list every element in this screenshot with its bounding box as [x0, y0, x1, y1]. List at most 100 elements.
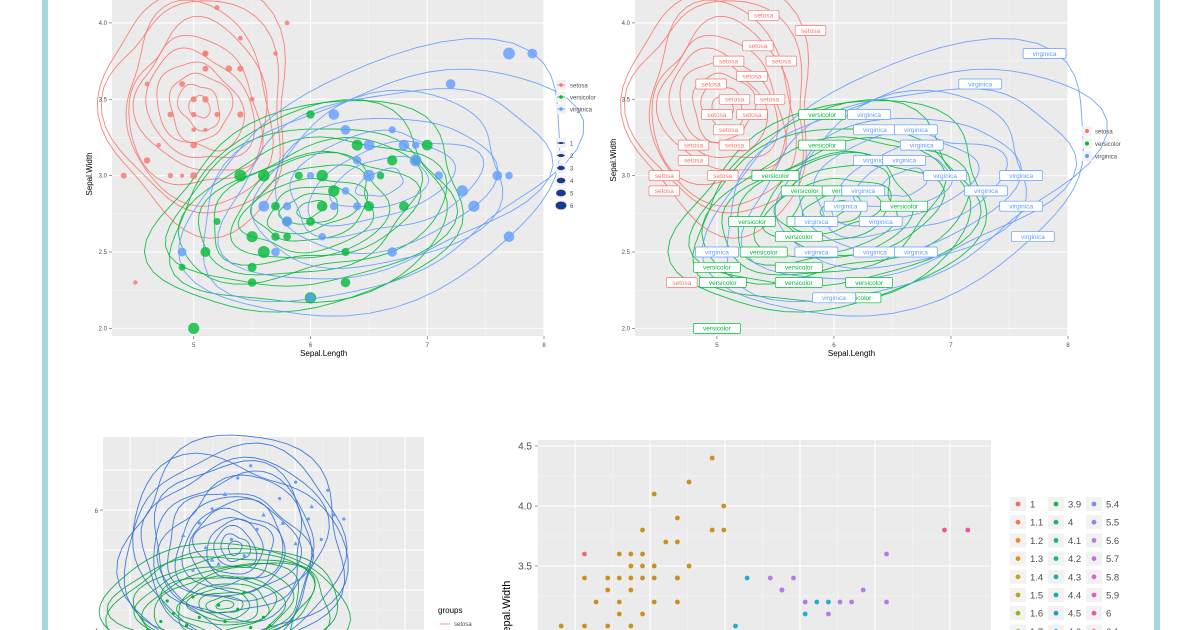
- data-label-text: versicolor: [703, 326, 732, 333]
- legend-marker: [1085, 141, 1089, 146]
- data-label-text: virginica: [804, 219, 828, 226]
- y-tick-label: 6: [95, 509, 99, 515]
- green-group-contour: [106, 556, 331, 630]
- legend-marker: [1053, 538, 1059, 543]
- versicolor-point: [351, 139, 363, 151]
- data-label-text: setosa: [725, 142, 745, 149]
- data-label: setosa: [677, 155, 710, 166]
- data-label: versicolor: [693, 323, 741, 334]
- versicolor-point: [181, 532, 186, 537]
- legend-marker: [1091, 501, 1097, 507]
- data-label-box: [712, 124, 745, 136]
- y-axis-title: Sepal.Width: [85, 152, 94, 195]
- A-point: [686, 563, 692, 569]
- setosa-point: [190, 141, 198, 149]
- setosa-point: [191, 595, 195, 599]
- versicolor-point: [261, 512, 266, 517]
- virginica-contour: [217, 88, 554, 280]
- size-legend-marker: [556, 189, 566, 197]
- size-legend-label: 2: [570, 154, 574, 160]
- blue-group-contour: [228, 540, 243, 556]
- setosa-contour: [668, 47, 779, 158]
- data-label-box: [823, 200, 868, 212]
- data-label-text: setosa: [719, 127, 739, 134]
- chart-1: 5 6 7 8 2.0 2.5 3.0 3.5 4.0 Sepal.Length Sepal.Wid…: [85, 0, 596, 358]
- A-point: [675, 515, 680, 521]
- data-label: versicolor: [698, 277, 747, 288]
- versicolor-point: [309, 504, 314, 509]
- data-label-text: virginica: [968, 81, 992, 88]
- legend-key: [1086, 624, 1102, 630]
- data-label-text: versicolor: [738, 219, 767, 226]
- y-tick-label: 2.0: [622, 326, 631, 332]
- versicolor-point: [326, 488, 330, 492]
- legend-label: 1.3: [1030, 554, 1043, 565]
- data-label: versicolor: [880, 200, 929, 212]
- A-point: [628, 575, 634, 581]
- A-point: [605, 575, 611, 581]
- data-label-box: [923, 170, 967, 181]
- A-point: [640, 575, 645, 581]
- data-label-box: [648, 170, 680, 181]
- y-axis-title: Sepal.Width: [609, 138, 618, 181]
- data-label-box: [693, 261, 741, 273]
- data-label-box: [677, 139, 710, 151]
- data-label-text: setosa: [801, 28, 821, 35]
- legend-marker: [559, 107, 563, 111]
- versicolor-point: [363, 201, 374, 212]
- virginica-contour: [289, 129, 485, 239]
- legend-label: 4.5: [1068, 609, 1081, 620]
- virginica-point: [258, 200, 270, 212]
- D-point: [884, 551, 889, 557]
- A-point: [651, 599, 657, 605]
- blue-group-contour: [156, 474, 303, 614]
- green-group-contour: [105, 548, 339, 630]
- legend-label: 1.2: [1030, 536, 1043, 547]
- setosa-point: [214, 5, 220, 11]
- setosa-point: [120, 172, 127, 179]
- setosa-point: [202, 96, 209, 103]
- data-label-box: [695, 78, 727, 90]
- data-label-text: versicolor: [785, 280, 814, 287]
- data-label-box: [964, 185, 1008, 197]
- versicolor-point: [242, 554, 246, 558]
- versicolor-contour: [667, 100, 988, 313]
- virginica-point: [411, 141, 420, 149]
- green-group-contour: [185, 587, 259, 623]
- data-label: setosa: [701, 109, 733, 120]
- data-label-text: versicolor: [750, 249, 779, 256]
- versicolor-point: [316, 200, 328, 212]
- D-point: [826, 611, 831, 617]
- setosa-contour: [132, 34, 264, 171]
- size-legend-marker: [557, 153, 565, 158]
- virginica-point: [398, 139, 410, 151]
- versicolor-contour: [165, 128, 459, 287]
- data-label-box: [1022, 48, 1067, 59]
- data-label-box: [751, 170, 800, 181]
- data-label-text: virginica: [904, 249, 928, 256]
- setosa-point: [191, 127, 196, 133]
- data-label-text: setosa: [702, 81, 722, 88]
- y-tick-label: 3.0: [99, 174, 108, 180]
- data-label: setosa: [736, 71, 768, 82]
- versicolor-point: [294, 171, 303, 180]
- legend-label: 1.1: [1030, 518, 1043, 529]
- setosa-point: [156, 142, 161, 148]
- data-label: virginica: [882, 155, 926, 166]
- y-tick-label: 4.0: [99, 21, 108, 27]
- data-label-text: setosa: [725, 97, 745, 104]
- versicolor-point: [294, 480, 298, 484]
- data-label-box: [999, 170, 1043, 181]
- data-label-box: [765, 55, 797, 67]
- data-label-text: virginica: [1009, 204, 1033, 211]
- legend-key: [1010, 624, 1026, 630]
- virginica-point: [492, 170, 503, 181]
- legend-label: 3.9: [1068, 500, 1081, 511]
- data-label-box: [999, 200, 1043, 212]
- x-axis-title: Sepal.Length: [828, 349, 875, 358]
- x-tick-label: 5: [715, 343, 719, 349]
- setosa-point: [214, 111, 220, 118]
- data-label: setosa: [648, 185, 680, 197]
- versicolor-contour: [143, 100, 464, 313]
